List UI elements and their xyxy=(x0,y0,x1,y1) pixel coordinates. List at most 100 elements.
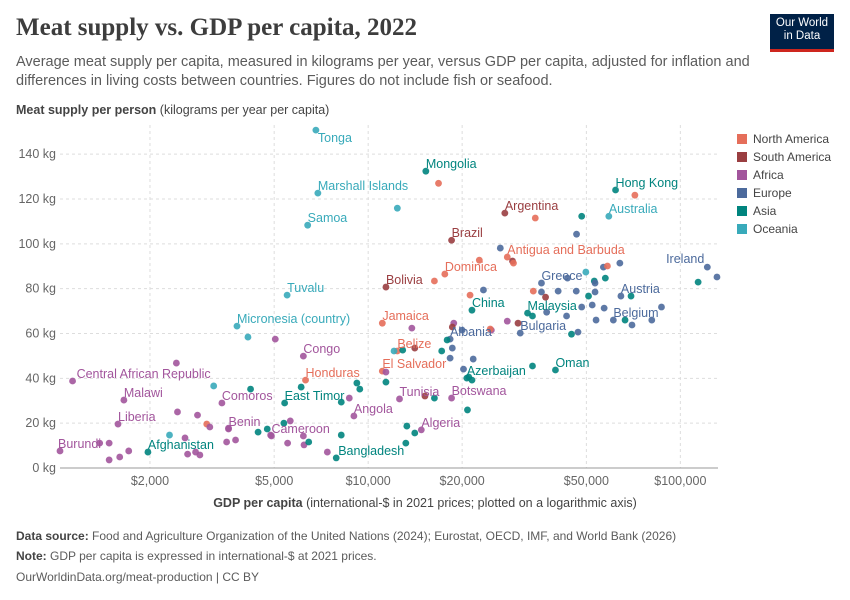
point-label: Liberia xyxy=(118,410,156,424)
data-point xyxy=(399,346,407,354)
data-point xyxy=(503,253,511,261)
chart-title: Meat supply vs. GDP per capita, 2022 xyxy=(16,14,417,41)
data-point xyxy=(588,301,596,309)
data-point xyxy=(144,448,152,456)
point-label: El Salvador xyxy=(382,357,446,371)
x-tick-label: $2,000 xyxy=(131,474,169,488)
y-tick-label: 100 kg xyxy=(18,237,56,251)
data-point xyxy=(601,274,609,282)
data-point xyxy=(612,186,619,194)
legend-item[interactable]: Africa xyxy=(737,166,831,184)
data-point xyxy=(443,336,451,344)
data-point xyxy=(514,319,522,327)
data-point xyxy=(578,212,586,220)
x-axis-label-bold: GDP per capita xyxy=(213,496,303,510)
data-point xyxy=(174,408,181,416)
note-label: Note: xyxy=(16,549,47,563)
data-point xyxy=(501,209,509,217)
point-label: Tuvalu xyxy=(287,281,324,295)
legend-item[interactable]: South America xyxy=(737,148,831,166)
point-label: Bolivia xyxy=(386,273,423,287)
legend-label: Asia xyxy=(753,204,777,218)
x-tick-label: $10,000 xyxy=(346,474,391,488)
point-label: Angola xyxy=(354,402,393,416)
data-point xyxy=(332,454,340,462)
data-point xyxy=(475,256,483,264)
data-point xyxy=(299,352,307,360)
data-point xyxy=(529,312,536,320)
y-tick-label: 140 kg xyxy=(18,147,56,161)
data-point xyxy=(353,379,361,387)
data-point xyxy=(621,316,629,324)
data-point xyxy=(116,453,124,461)
data-point xyxy=(105,439,113,447)
data-point xyxy=(703,263,711,271)
data-point xyxy=(304,221,312,229)
point-label: Burundi xyxy=(58,437,101,451)
note-text: GDP per capita is expressed in internati… xyxy=(50,549,377,563)
data-point xyxy=(345,394,353,402)
data-point xyxy=(574,328,582,336)
data-point xyxy=(604,262,611,270)
data-point xyxy=(396,395,403,403)
data-point xyxy=(254,428,262,436)
data-point xyxy=(56,447,64,455)
data-point xyxy=(210,382,218,390)
data-point xyxy=(284,439,292,447)
owid-logo[interactable]: Our World in Data xyxy=(770,14,834,52)
point-label: Antigua and Barbuda xyxy=(507,243,625,257)
legend-item[interactable]: North America xyxy=(737,130,831,148)
data-point xyxy=(378,319,386,327)
point-label: Micronesia (country) xyxy=(237,312,350,326)
point-label: Dominica xyxy=(445,260,497,274)
data-point xyxy=(297,383,305,391)
legend-swatch xyxy=(737,188,747,198)
point-label: Oman xyxy=(555,356,589,370)
data-point xyxy=(299,432,307,440)
data-point xyxy=(585,292,592,300)
y-tick-label: 20 kg xyxy=(25,416,56,430)
data-point xyxy=(382,368,390,376)
data-point xyxy=(628,321,636,329)
point-label: Jamaica xyxy=(382,309,429,323)
x-tick-label: $50,000 xyxy=(564,474,609,488)
data-point xyxy=(411,429,419,437)
data-point xyxy=(431,394,438,402)
data-point xyxy=(114,420,122,428)
data-point xyxy=(538,288,545,296)
data-point xyxy=(448,394,455,402)
data-point xyxy=(105,456,113,464)
point-label: Australia xyxy=(609,202,658,216)
data-point xyxy=(568,330,575,338)
data-point xyxy=(468,306,476,314)
y-axis-label-rest: (kilograms per year per capita) xyxy=(159,103,330,117)
logo-line2: in Data xyxy=(783,30,821,42)
legend-label: North America xyxy=(753,132,830,146)
y-tick-label: 80 kg xyxy=(25,282,56,296)
data-point xyxy=(247,385,254,393)
point-label: Argentina xyxy=(505,199,559,213)
point-label: Algeria xyxy=(421,416,460,430)
data-point xyxy=(267,431,275,439)
point-label: Greece xyxy=(541,269,582,283)
data-point xyxy=(314,189,322,197)
legend-item[interactable]: Europe xyxy=(737,184,831,202)
point-label: Honduras xyxy=(306,366,360,380)
legend-swatch xyxy=(737,134,747,144)
legend-item[interactable]: Oceania xyxy=(737,220,831,238)
data-point xyxy=(337,431,345,439)
point-label: Tonga xyxy=(318,131,352,145)
point-label: Austria xyxy=(621,282,660,296)
data-point xyxy=(524,309,531,317)
data-point xyxy=(480,286,487,294)
legend-label: Europe xyxy=(753,186,792,200)
legend-label: Africa xyxy=(753,168,784,182)
data-point xyxy=(286,417,294,425)
point-label: Samoa xyxy=(308,211,348,225)
x-axis-label-rest: (international-$ in 2021 prices; plotted… xyxy=(306,496,637,510)
legend-item[interactable]: Asia xyxy=(737,202,831,220)
data-point xyxy=(552,366,559,374)
footer-url[interactable]: OurWorldinData.org/meat-production | CC … xyxy=(16,570,259,584)
data-point xyxy=(563,312,570,320)
data-point xyxy=(312,126,320,134)
